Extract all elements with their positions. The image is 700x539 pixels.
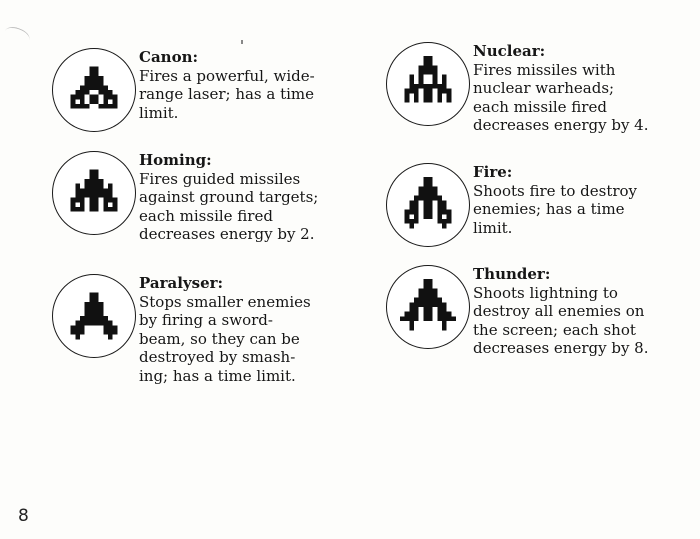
fire-ship-icon bbox=[386, 163, 470, 247]
paralyser-ship-icon bbox=[52, 274, 136, 358]
weapon-description: Shoots fire to destroy enemies; has a ti… bbox=[473, 181, 638, 237]
weapon-canon: Canon: Fires a powerful, wide- range las… bbox=[52, 48, 315, 132]
weapon-thunder: Thunder: Shoots lightning to destroy all… bbox=[386, 265, 649, 358]
weapon-title: Homing: bbox=[139, 151, 212, 169]
weapon-homing: Homing: Fires guided missiles against gr… bbox=[52, 151, 318, 244]
weapon-title: Fire: bbox=[473, 163, 513, 181]
canon-ship-icon bbox=[52, 48, 136, 132]
weapon-description: Fires a powerful, wide- range laser; has… bbox=[139, 66, 315, 122]
weapon-title: Paralyser: bbox=[139, 274, 224, 292]
scan-speck bbox=[241, 40, 243, 44]
weapon-description: Fires missiles with nuclear warheads; ea… bbox=[473, 60, 649, 135]
weapon-description: Shoots lightning to destroy all enemies … bbox=[473, 283, 649, 358]
thunder-ship-icon bbox=[386, 265, 470, 349]
page-number: 8 bbox=[18, 506, 29, 526]
nuclear-ship-icon bbox=[386, 42, 470, 126]
weapon-title: Nuclear: bbox=[473, 42, 546, 60]
weapon-nuclear: Nuclear: Fires missiles with nuclear war… bbox=[386, 42, 649, 135]
weapon-title: Thunder: bbox=[473, 265, 551, 283]
scan-mark bbox=[2, 24, 32, 47]
weapon-fire: Fire: Shoots fire to destroy enemies; ha… bbox=[386, 163, 637, 247]
weapon-title: Canon: bbox=[139, 48, 199, 66]
weapon-description: Fires guided missiles against ground tar… bbox=[139, 169, 319, 244]
weapon-description: Stops smaller enemies by firing a sword-… bbox=[139, 292, 311, 385]
homing-ship-icon bbox=[52, 151, 136, 235]
weapon-paralyser: Paralyser: Stops smaller enemies by firi… bbox=[52, 274, 311, 385]
